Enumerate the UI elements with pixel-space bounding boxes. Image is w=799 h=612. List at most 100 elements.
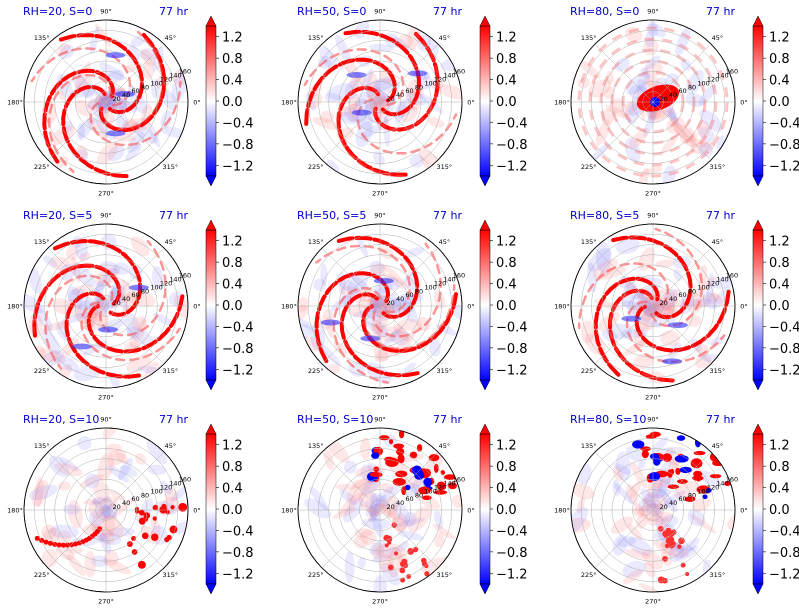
colorbar-tick-label: −1.2 [496, 363, 528, 378]
theta-tick-label: 135° [34, 238, 50, 246]
theta-tick-label: 90° [100, 212, 112, 220]
theta-tick-label: 135° [308, 34, 324, 42]
r-tick-label: 20 [112, 503, 120, 511]
theta-gridline [47, 305, 107, 365]
theta-gridline [652, 43, 712, 103]
theta-tick-label: 180° [281, 507, 297, 515]
theta-tick-label: 0° [740, 99, 747, 107]
colorbar-tick-label: 0.8 [496, 256, 517, 271]
colorbar-tick-label: −0.8 [496, 138, 528, 153]
theta-gridline [379, 247, 439, 307]
theta-gridline [379, 509, 439, 569]
theta-tick-label: 90° [374, 416, 386, 424]
colorbar-tick-label: −0.8 [222, 138, 254, 153]
theta-tick-label: 90° [100, 8, 112, 16]
theta-gridline [652, 451, 712, 511]
r-tick-label: 160 [726, 272, 738, 280]
theta-gridline [594, 509, 654, 569]
colorbar-tick-label: 0.8 [222, 52, 243, 67]
colorbar-tick-label: −0.4 [769, 116, 799, 131]
r-tick-label: 100 [150, 79, 162, 87]
panel-title: RH=50, S=10 [297, 413, 373, 426]
theta-tick-label: 90° [647, 416, 659, 424]
r-tick-label: 80 [688, 491, 696, 499]
theta-tick-label: 135° [34, 442, 50, 450]
theta-gridline [321, 305, 381, 365]
theta-tick-label: 180° [281, 99, 297, 107]
r-tick-label: 120 [707, 75, 719, 83]
colorbar-tick-label: −1.2 [769, 363, 799, 378]
theta-tick-label: 90° [647, 8, 659, 16]
colorbar: 1.2 0.8 0.4 0.0 −0.4 −0.8 −1.2 [205, 15, 254, 187]
colorbar-extend-min [752, 583, 764, 595]
theta-tick-label: 45° [165, 442, 177, 450]
r-tick-label: 40 [396, 295, 404, 303]
theta-tick-label: 315° [437, 367, 453, 375]
r-tick-label: 140 [443, 72, 455, 80]
theta-tick-label: 270° [98, 394, 114, 402]
colorbar-tick-label: −0.8 [769, 138, 799, 153]
r-tick-label: 80 [688, 287, 696, 295]
theta-tick-label: 0° [740, 303, 747, 311]
theta-gridline [594, 101, 654, 161]
theta-tick-label: 270° [372, 190, 388, 198]
panel-time: 77 hr [433, 5, 462, 18]
r-tick-label: 120 [434, 483, 446, 491]
r-tick-label: 40 [669, 499, 677, 507]
theta-tick-label: 45° [712, 442, 724, 450]
panel-time: 77 hr [159, 413, 188, 426]
panel-title: RH=80, S=0 [570, 5, 639, 18]
colorbar-extend-max [479, 423, 491, 435]
theta-gridline [379, 305, 439, 365]
field [298, 235, 462, 384]
theta-tick-label: 90° [100, 416, 112, 424]
theta-tick-label: 90° [647, 212, 659, 220]
colorbar: 1.2 0.8 0.4 0.0 −0.4 −0.8 −1.2 [752, 219, 799, 391]
colorbar-tick-label: −1.2 [222, 159, 254, 174]
theta-tick-label: 135° [34, 34, 50, 42]
theta-gridline [321, 43, 381, 103]
colorbar-extend-max [752, 219, 764, 231]
theta-tick-label: 315° [437, 571, 453, 579]
colorbar-tick-label: −0.4 [496, 320, 528, 335]
theta-tick-label: 315° [710, 571, 726, 579]
colorbar-tick-label: 0.0 [222, 95, 243, 110]
colorbar: 1.2 0.8 0.4 0.0 −0.4 −0.8 −1.2 [205, 423, 254, 595]
theta-gridline [321, 247, 381, 307]
colorbar-tick-label: 1.2 [769, 235, 790, 250]
r-tick-label: 120 [434, 75, 446, 83]
colorbar: 1.2 0.8 0.4 0.0 −0.4 −0.8 −1.2 [479, 423, 528, 595]
r-tick-label: 100 [697, 487, 709, 495]
panel-title: RH=20, S=0 [23, 5, 92, 18]
theta-gridline [321, 451, 381, 511]
colorbar-tick-label: 0.0 [769, 503, 790, 518]
r-tick-label: 60 [131, 291, 139, 299]
theta-tick-label: 225° [34, 367, 50, 375]
theta-gridline [652, 509, 712, 569]
theta-tick-label: 315° [437, 163, 453, 171]
r-tick-label: 140 [716, 72, 728, 80]
r-tick-label: 60 [405, 87, 413, 95]
panel-time: 77 hr [433, 413, 462, 426]
r-tick-label: 40 [396, 499, 404, 507]
r-tick-label: 60 [131, 87, 139, 95]
colorbar: 1.2 0.8 0.4 0.0 −0.4 −0.8 −1.2 [752, 15, 799, 187]
r-tick-label: 100 [424, 283, 436, 291]
panel-time: 77 hr [706, 413, 735, 426]
colorbar-extend-min [752, 379, 764, 391]
colorbar-tick-label: 0.0 [769, 95, 790, 110]
colorbar-tick-label: −0.8 [222, 546, 254, 561]
colorbar-tick-label: −0.4 [769, 320, 799, 335]
r-tick-label: 20 [112, 299, 120, 307]
theta-gridline [652, 305, 712, 365]
r-tick-label: 120 [160, 483, 172, 491]
colorbar-tick-label: −1.2 [496, 159, 528, 174]
colorbar-tick-label: 0.8 [769, 256, 790, 271]
theta-tick-label: 45° [165, 34, 177, 42]
r-tick-label: 60 [678, 87, 686, 95]
theta-tick-label: 135° [581, 34, 597, 42]
theta-tick-label: 90° [374, 8, 386, 16]
r-tick-label: 80 [141, 287, 149, 295]
